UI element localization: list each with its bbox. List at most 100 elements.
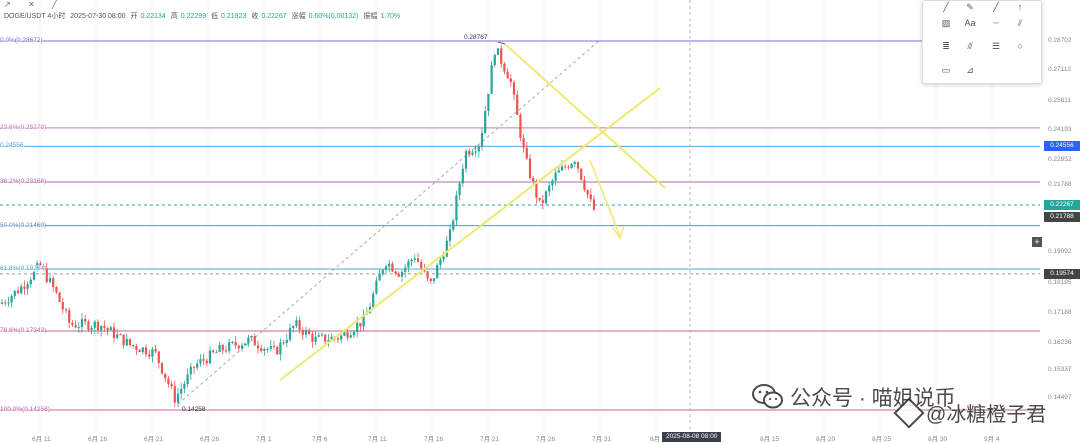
candle-body <box>202 359 205 361</box>
candle-body <box>308 330 311 335</box>
candle-body <box>416 258 420 262</box>
add-alert-button[interactable]: + <box>1032 237 1042 247</box>
candle-body <box>580 168 583 180</box>
candle-body <box>455 195 458 221</box>
pen-icon[interactable]: ╱ <box>943 2 949 12</box>
text-tool-button[interactable]: Aa <box>964 18 976 28</box>
candle-body <box>410 259 413 262</box>
amplitude-label: 振幅 <box>363 13 378 20</box>
candle-body <box>461 168 464 184</box>
change-label: 涨幅 <box>291 13 306 20</box>
candle-body <box>247 337 250 344</box>
candle-body <box>4 302 7 304</box>
candle-body <box>157 351 160 363</box>
pencil-icon[interactable]: ✎ <box>966 2 974 12</box>
candle-body <box>148 354 151 357</box>
low-annotation: 0.14258 <box>182 406 206 413</box>
price-axis-tick: 0.28702 <box>1048 37 1072 44</box>
candle-body <box>231 342 234 344</box>
image-icon[interactable]: ▨ <box>941 18 951 28</box>
horizontal-ray-icon[interactable]: ☰ <box>991 41 1001 51</box>
fib-icon[interactable]: ≣ <box>942 41 950 51</box>
candle-body <box>68 310 71 323</box>
candle-body <box>560 166 564 171</box>
candle-body <box>548 185 551 192</box>
price-axis-tick: 0.27112 <box>1048 66 1072 73</box>
crosshair-icon[interactable]: ✕ <box>28 0 35 9</box>
candle-body <box>100 325 103 331</box>
candle-body <box>96 321 100 331</box>
high-annotation: 0.28767 <box>464 34 488 41</box>
candle-body <box>400 271 404 277</box>
circle-icon[interactable]: ○ <box>1017 41 1023 51</box>
candle-body <box>477 146 480 152</box>
candle-body <box>445 240 448 257</box>
fib-level-label: 100.0%(0.14258) <box>0 406 50 413</box>
price-axis-tick: 0.19092 <box>1048 248 1072 255</box>
channel-icon[interactable]: ⫻ <box>967 41 973 51</box>
time-axis-tick: 8月 <box>650 436 661 443</box>
candle-body <box>269 345 272 349</box>
fib-anchor-line <box>177 39 601 405</box>
candle-body <box>320 334 324 336</box>
open-value: 0.22134 <box>140 13 166 20</box>
candle-body <box>164 373 167 379</box>
candle-body <box>576 162 580 169</box>
candle-body <box>87 321 90 330</box>
trend-line-icon[interactable]: ╱ <box>52 0 57 9</box>
candle-body <box>295 320 298 326</box>
watermark-line2: @冰糖橙子君 <box>926 404 1047 426</box>
candle-body <box>583 179 586 190</box>
candle-body <box>301 329 304 335</box>
projection-arrow <box>589 159 621 237</box>
candle-body <box>381 269 384 275</box>
candle-body <box>45 268 48 283</box>
high-marker <box>497 41 506 45</box>
candle-body <box>573 162 576 165</box>
candle-body <box>77 327 80 329</box>
horizontal-line-icon[interactable]: ┄ <box>993 18 999 28</box>
candle-body <box>420 261 423 269</box>
time-axis-tick: 7月 16 <box>424 436 444 443</box>
candle-body <box>93 321 96 328</box>
candle-body <box>144 347 148 355</box>
polyline-icon[interactable]: ⊿ <box>966 65 974 75</box>
price-badge: 0.22267 <box>1044 199 1080 210</box>
high-label: 高 <box>170 13 178 20</box>
candle-body <box>496 48 500 55</box>
candle-body <box>528 158 532 178</box>
cursor-icon[interactable]: ↗ <box>4 0 11 9</box>
candle-body <box>119 334 122 336</box>
candle-body <box>26 284 29 289</box>
candle-body <box>103 325 106 328</box>
candle-body <box>141 347 144 353</box>
candle-body <box>474 151 477 153</box>
candle-body <box>359 322 362 327</box>
price-axis-tick: 0.25611 <box>1048 97 1072 104</box>
low-value: 0.21923 <box>221 13 247 20</box>
candle-body <box>327 340 330 342</box>
candle-body <box>340 335 343 340</box>
parallel-icon[interactable]: ⫽ <box>1017 18 1022 28</box>
candle-body <box>167 378 170 385</box>
candle-body <box>487 93 490 112</box>
candle-body <box>234 342 237 346</box>
candle-body <box>592 199 596 210</box>
candle-body <box>378 274 381 281</box>
candle-body <box>256 345 260 349</box>
time-axis-tick: 6月 11 <box>32 436 51 443</box>
candle-body <box>125 338 128 346</box>
wechat-logo-icon <box>752 383 784 411</box>
candle-date: 2025-07-30 08:00 <box>70 13 126 20</box>
candle-body <box>388 263 391 267</box>
rect-icon[interactable]: ▭ <box>941 65 951 75</box>
candle-body <box>64 309 68 311</box>
candle-body <box>288 328 292 340</box>
line-icon[interactable]: ╱ <box>993 2 999 12</box>
arrow-icon[interactable]: ↑ <box>1017 2 1023 12</box>
trendline-support <box>279 87 661 381</box>
change-value: 0.60%(0.00132) <box>308 13 359 20</box>
candle-body <box>282 342 285 344</box>
